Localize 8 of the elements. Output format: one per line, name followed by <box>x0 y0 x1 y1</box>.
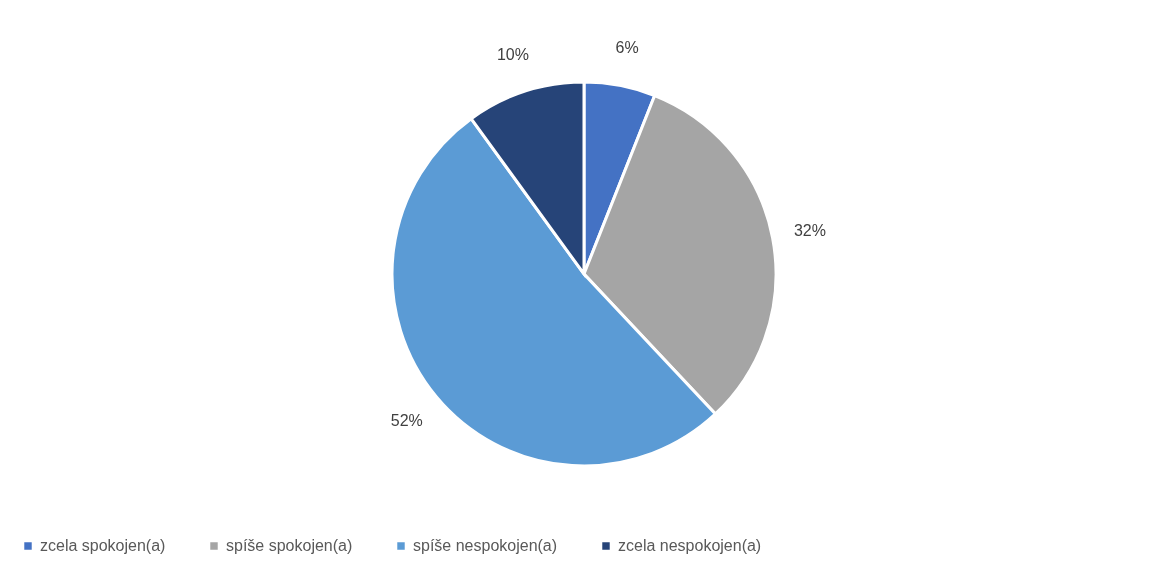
legend-label: spíše nespokojen(a) <box>413 537 558 554</box>
data-label: 10% <box>496 46 529 64</box>
data-label: 32% <box>793 221 826 239</box>
legend-label: zcela nespokojen(a) <box>618 537 762 554</box>
legend-label: zcela spokojen(a) <box>40 537 166 554</box>
data-label: 52% <box>390 411 423 429</box>
legend-label: spíše spokojen(a) <box>226 537 353 554</box>
data-label: 6% <box>615 39 639 57</box>
